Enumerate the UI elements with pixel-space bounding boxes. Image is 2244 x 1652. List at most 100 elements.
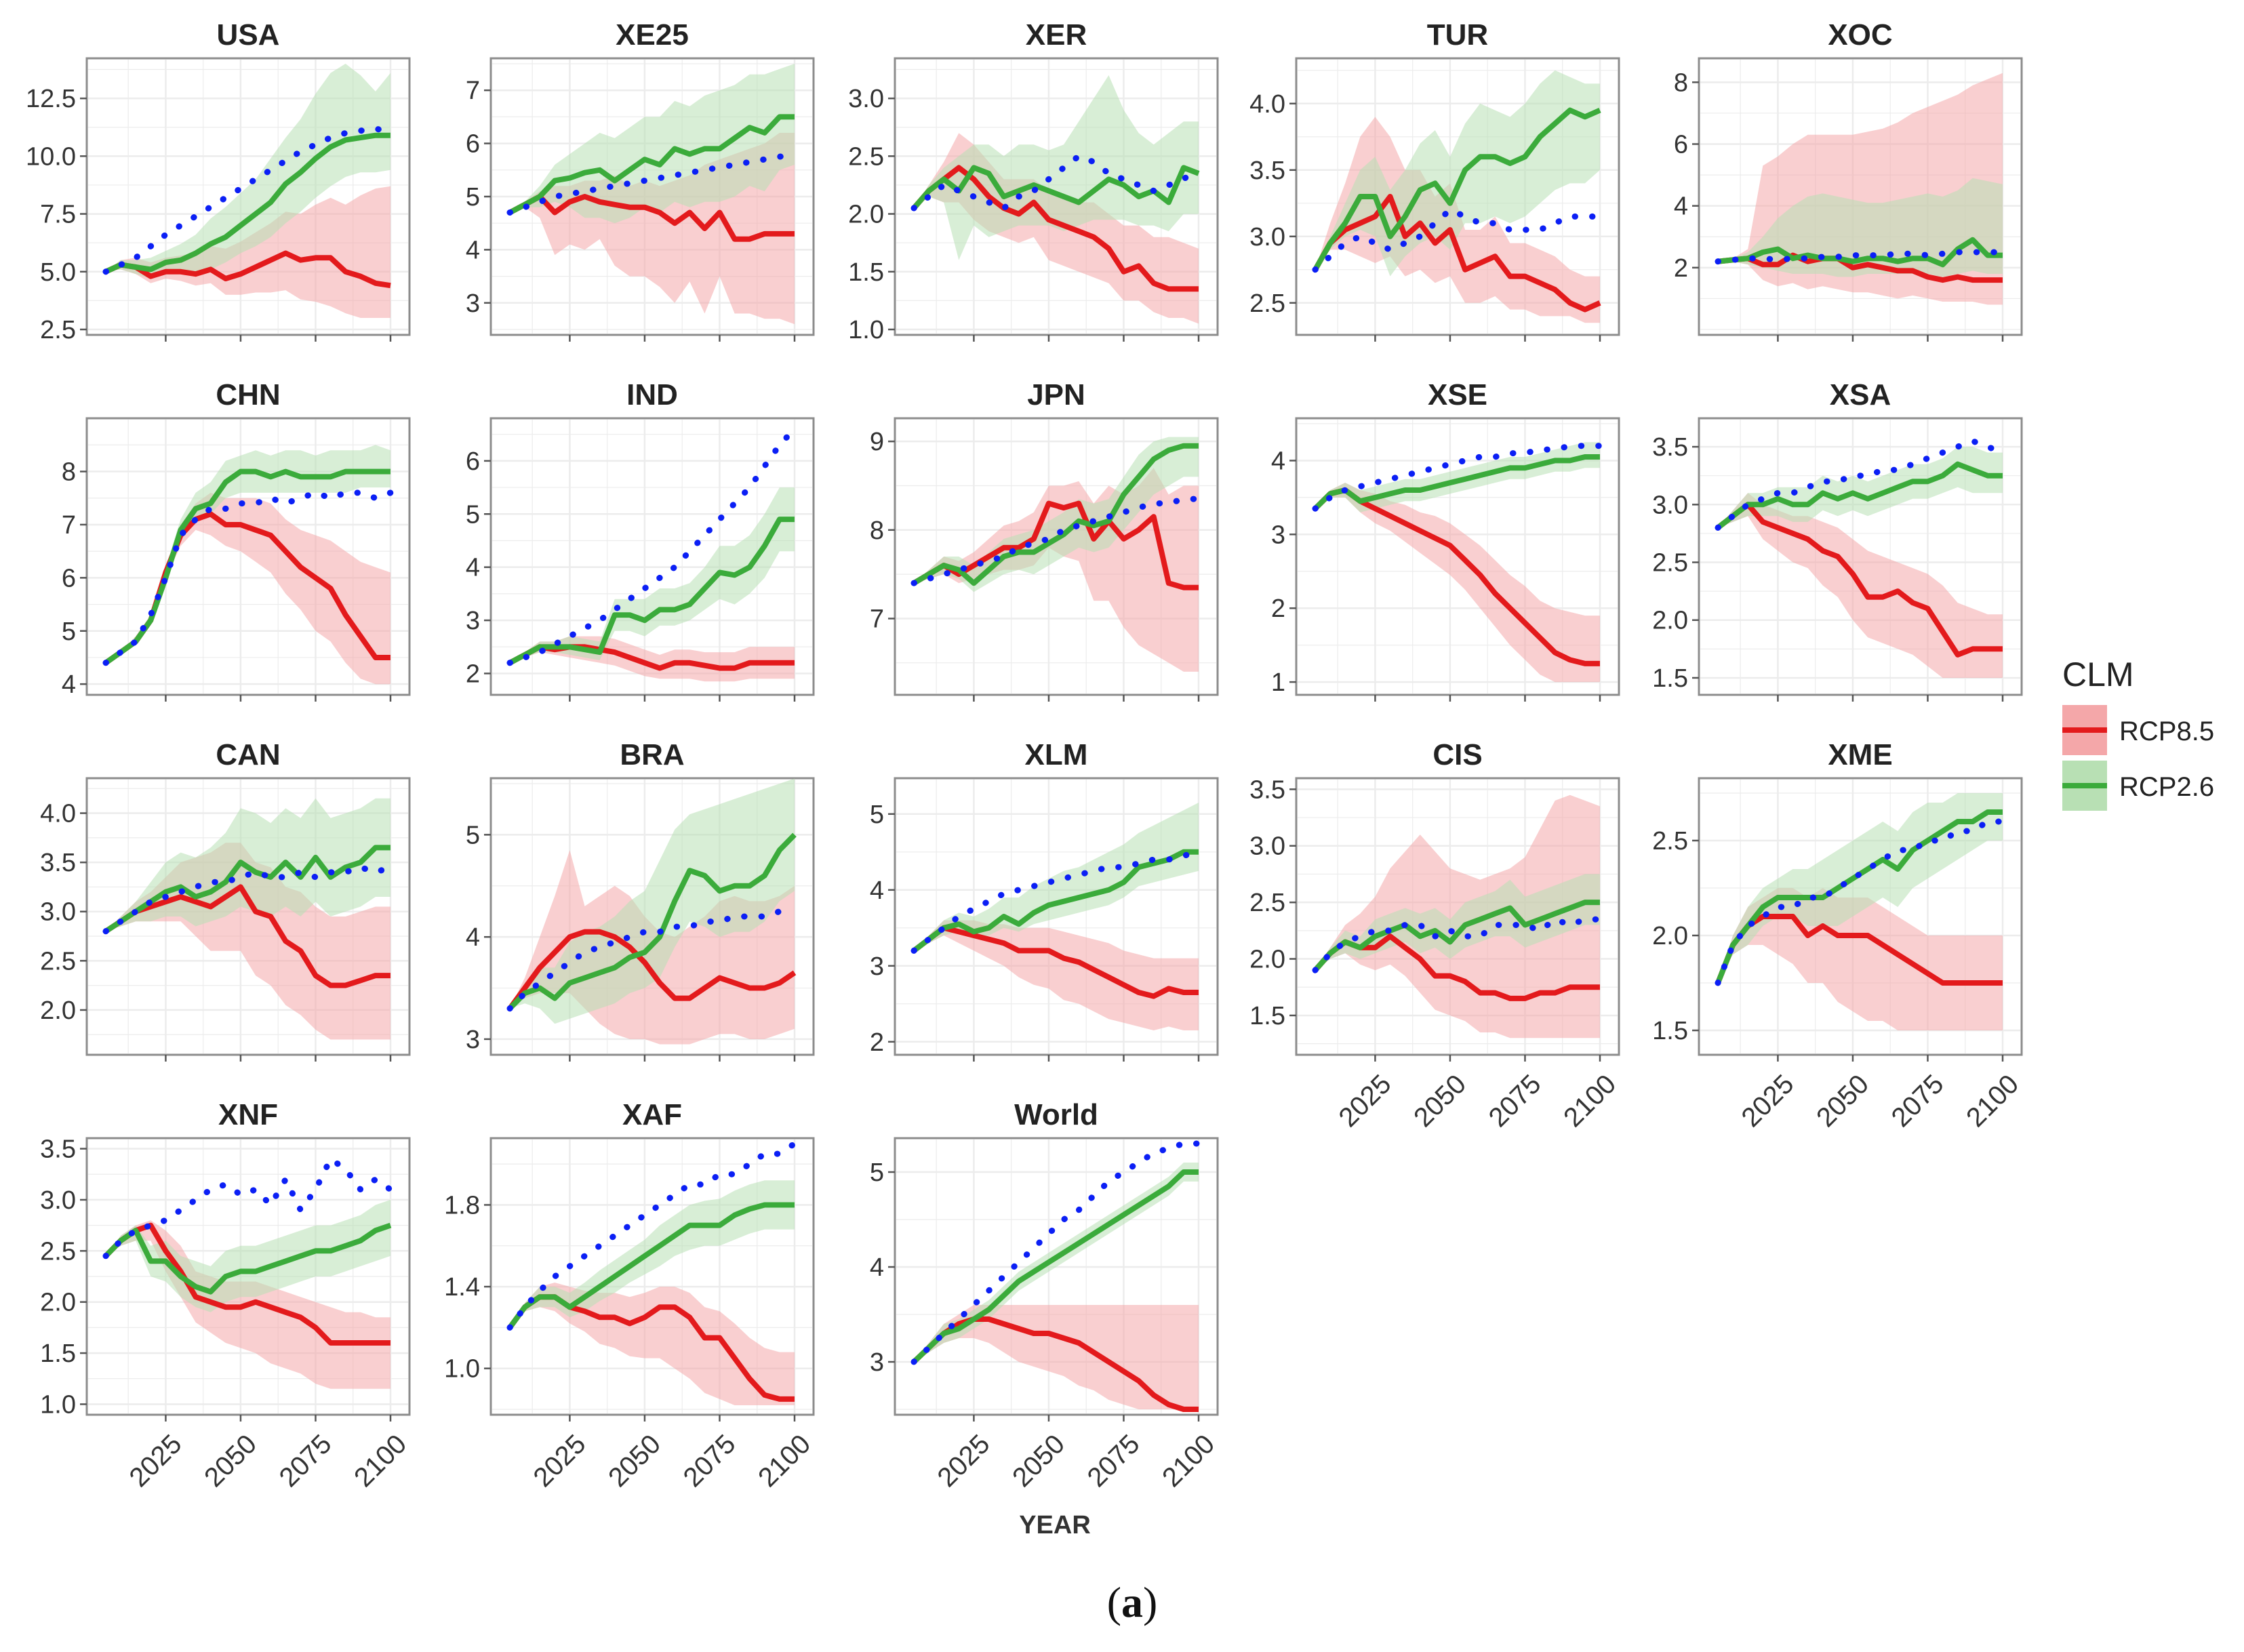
y-tick-label: 3.0 — [1249, 223, 1285, 251]
rcp85-line — [1716, 502, 2003, 658]
baseline-dotted-line — [1312, 206, 1603, 273]
x-tick-label: 2100 — [753, 1429, 816, 1493]
rcp26-line — [912, 1169, 1199, 1364]
panel-xme: XME 1.5 2.0 2.5 2025 2050 2075 2100 — [1652, 738, 2024, 1133]
x-tick-label: 2075 — [1082, 1429, 1146, 1493]
y-tick-label: 2 — [466, 660, 480, 688]
rcp26-band — [1718, 178, 2003, 277]
panel-chn: CHN 4 5 6 7 8 — [62, 378, 411, 702]
panel-xlm: XLM 2 3 4 5 — [870, 738, 1219, 1062]
x-tick-label: 2050 — [1408, 1069, 1472, 1133]
y-tick-label: 10.0 — [26, 142, 76, 171]
rcp26-line — [508, 832, 797, 1011]
y-tick-label: 2.5 — [40, 947, 76, 975]
rcp26-line — [104, 132, 390, 275]
panel-title: JPN — [1027, 378, 1085, 411]
y-tick-label: 3 — [466, 1026, 480, 1054]
rcp26-band — [914, 437, 1199, 592]
panels-layer: USA2.55.07.510.012.5XE2534567XER1.01.52.… — [26, 18, 2024, 1493]
y-tick-label: 4.0 — [40, 800, 76, 828]
x-tick-label: 2100 — [1558, 1069, 1622, 1133]
y-tick-label: 3 — [466, 289, 480, 318]
y-tick-label: 3 — [466, 607, 480, 635]
y-tick-label: 2.0 — [40, 1289, 76, 1317]
panel-title: XLM — [1025, 738, 1088, 771]
y-tick-label: 1.0 — [848, 316, 884, 344]
y-tick-label: 1.5 — [1652, 1017, 1688, 1045]
y-tick-label: 4 — [1674, 193, 1688, 221]
rcp85-line — [507, 929, 797, 1011]
legend-item-rcp85: RCP8.5 — [2062, 705, 2214, 755]
baseline-dotted-line — [1312, 443, 1603, 512]
y-tick-label: 5 — [466, 500, 480, 529]
x-tick-label: 2025 — [124, 1429, 188, 1493]
y-tick-label: 7 — [466, 77, 480, 105]
y-tick-label: 3.5 — [1249, 157, 1285, 185]
baseline-dotted-line — [102, 864, 394, 935]
y-tick-label: 7 — [870, 605, 884, 633]
rcp26-line — [1313, 900, 1600, 972]
panel-title: IND — [626, 378, 678, 411]
panel-can: CAN 2.0 2.5 3.0 3.5 4.0 — [40, 738, 411, 1062]
y-tick-label: 2.0 — [40, 996, 76, 1025]
y-tick-label: 5 — [62, 618, 76, 646]
rcp26-band — [914, 75, 1199, 260]
y-tick-label: 1.4 — [444, 1273, 480, 1302]
rcp85-band — [914, 920, 1199, 1030]
panel-title: World — [1014, 1098, 1098, 1131]
panel-title: XNF — [218, 1098, 278, 1131]
rcp26-line — [508, 517, 795, 666]
y-tick-label: 2.5 — [1249, 289, 1285, 318]
legend-label-rcp85: RCP8.5 — [2119, 717, 2214, 746]
y-tick-label: 4 — [870, 877, 884, 905]
y-tick-label: 1.5 — [40, 1339, 76, 1368]
y-tick-label: 2 — [1674, 254, 1688, 283]
rcp26-line — [1716, 461, 2003, 530]
rcp26-band — [510, 64, 795, 224]
x-tick-label: 2100 — [1961, 1069, 2024, 1133]
y-tick-label: 4 — [466, 554, 480, 582]
panel-xe25: XE25 3 4 5 6 7 — [466, 18, 815, 342]
y-tick-label: 4 — [62, 670, 76, 699]
figure-caption: (a) — [1107, 1578, 1158, 1626]
x-tick-label: 2025 — [932, 1429, 996, 1493]
x-tick-label: 2050 — [603, 1429, 666, 1493]
y-tick-label: 8 — [1674, 68, 1688, 97]
panel-title: CAN — [216, 738, 280, 771]
y-tick-label: 3.5 — [1249, 775, 1285, 804]
y-tick-label: 1.8 — [444, 1191, 480, 1220]
rcp85-line — [104, 1222, 390, 1346]
panel-title: XE25 — [616, 18, 689, 52]
y-tick-label: 4 — [870, 1253, 884, 1282]
y-tick-label: 3.0 — [40, 1186, 76, 1215]
panel-title: XOC — [1828, 18, 1892, 52]
y-tick-label: 4.0 — [1249, 90, 1285, 119]
rcp85-line — [104, 884, 390, 988]
rcp85-line — [104, 250, 391, 289]
rcp85-band — [914, 1305, 1199, 1409]
rcp85-band — [1718, 888, 2003, 1030]
rcp26-line — [507, 1202, 795, 1329]
y-tick-label: 2.5 — [1249, 889, 1285, 917]
rcp26-line — [912, 443, 1199, 586]
y-tick-label: 1.5 — [1652, 664, 1688, 693]
y-tick-label: 5 — [870, 1159, 884, 1187]
panel-title: XSE — [1428, 378, 1487, 411]
baseline-dotted-line — [910, 496, 1202, 586]
legend: CLM RCP8.5 RCP2.6 — [2062, 656, 2214, 811]
x-axis-label: YEAR — [1019, 1511, 1091, 1539]
y-tick-label: 3.5 — [40, 849, 76, 877]
baseline-dotted-line — [102, 489, 394, 666]
y-tick-label: 6 — [466, 130, 480, 159]
y-tick-label: 3 — [870, 1348, 884, 1377]
y-tick-label: 3.0 — [1652, 491, 1688, 519]
y-tick-label: 2.5 — [40, 316, 76, 344]
rcp26-band — [1315, 874, 1600, 971]
legend-item-rcp26: RCP2.6 — [2062, 761, 2214, 811]
panel-title: CHN — [216, 378, 280, 411]
y-tick-label: 3.5 — [1652, 433, 1688, 462]
x-tick-label: 2100 — [348, 1429, 412, 1493]
x-tick-label: 2050 — [199, 1429, 262, 1493]
y-tick-label: 6 — [62, 564, 76, 592]
baseline-dotted-line — [1715, 437, 2006, 531]
